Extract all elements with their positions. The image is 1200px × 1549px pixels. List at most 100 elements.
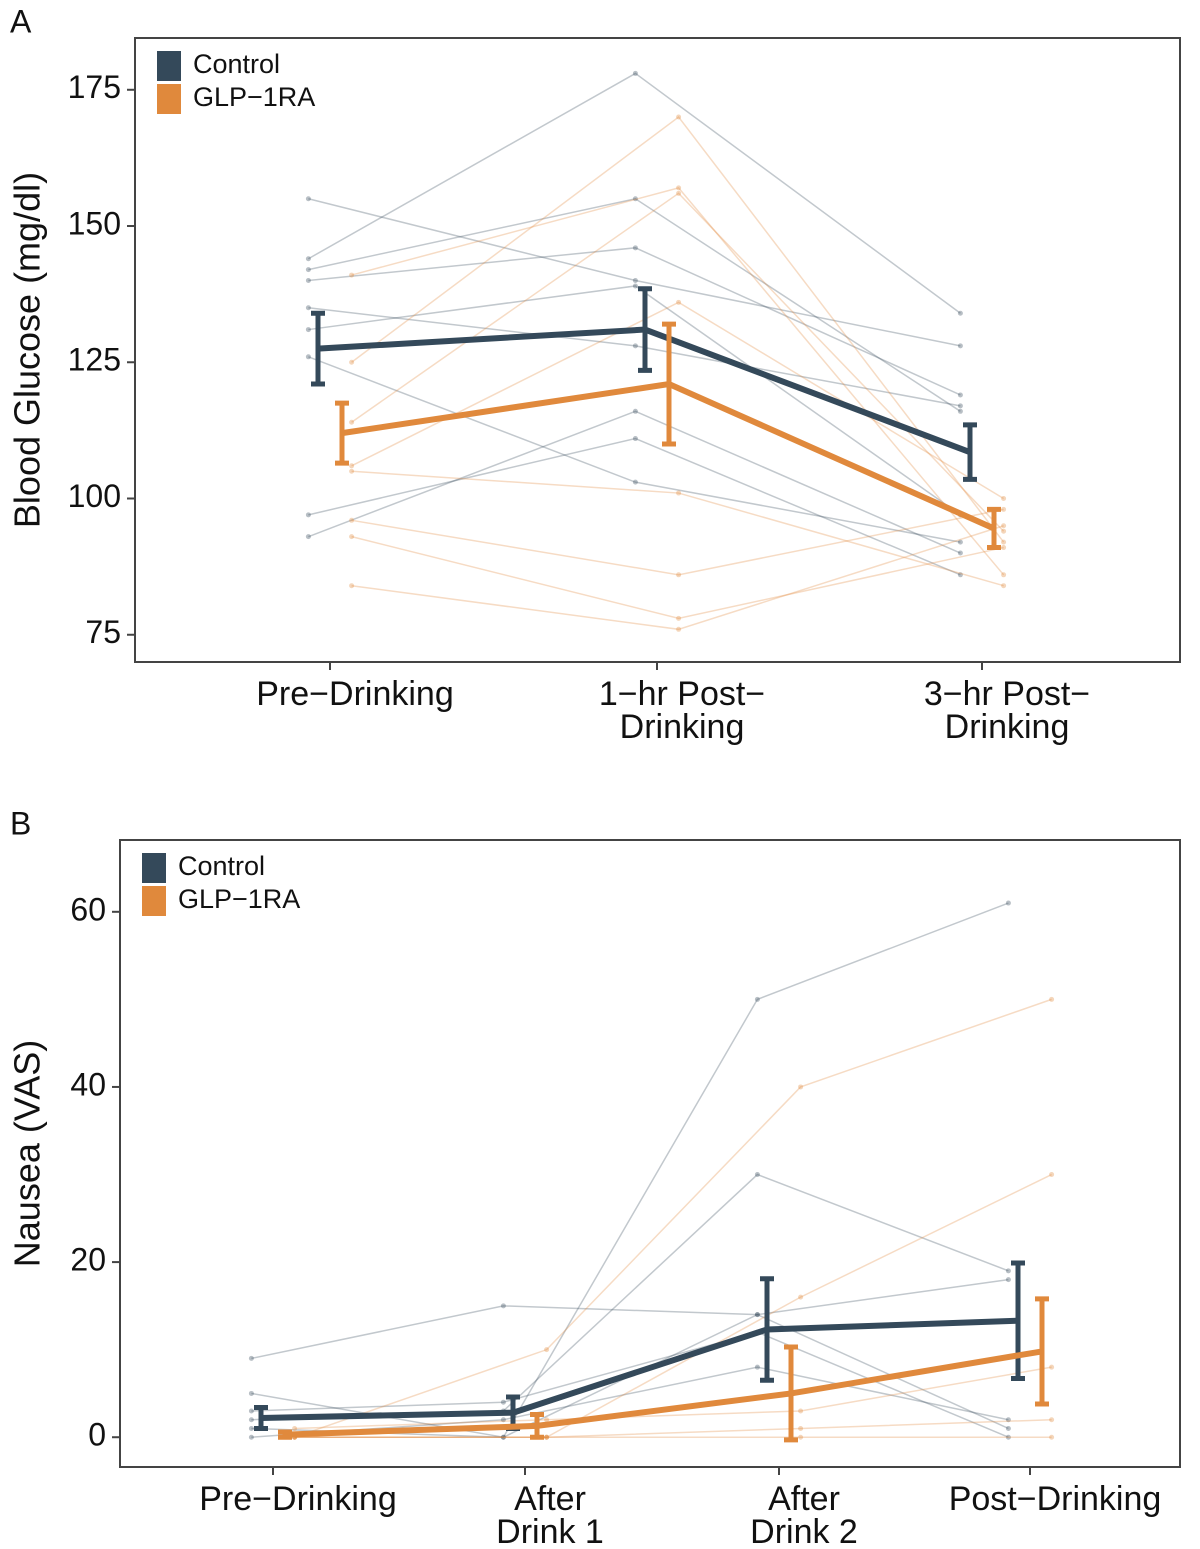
individual-point (544, 1434, 550, 1440)
error-bar (530, 1411, 544, 1440)
individual-point (632, 479, 638, 485)
individual-line (308, 197, 961, 412)
individual-point (957, 539, 963, 545)
individual-point (1049, 1434, 1055, 1440)
individual-point (500, 1434, 506, 1440)
y-axis-title: Blood Glucose (mg/dl) (7, 172, 48, 528)
individual-point (754, 1312, 760, 1318)
legend-swatch (142, 886, 166, 916)
error-bar (760, 1276, 774, 1383)
legend-swatch (157, 51, 181, 81)
individual-point (632, 278, 638, 284)
individual-point (798, 1294, 804, 1300)
individual-point (248, 1434, 254, 1440)
individual-point (1001, 528, 1007, 534)
individual-line (351, 115, 1005, 543)
individual-line (294, 1173, 1052, 1438)
individual-line (351, 470, 1004, 587)
y-tick-label: 75 (85, 614, 121, 650)
individual-point (349, 419, 355, 425)
individual-line (251, 902, 1009, 1439)
individual-line (294, 1418, 1052, 1438)
legend-label: GLP−1RA (193, 82, 315, 112)
individual-point (544, 1434, 550, 1440)
individual-point (957, 408, 963, 414)
error-bar (784, 1344, 798, 1443)
individual-point (676, 626, 682, 632)
individual-point (957, 310, 963, 316)
individual-point (349, 463, 355, 469)
legend-label: Control (178, 851, 265, 881)
individual-point (305, 354, 311, 360)
individual-point (754, 1312, 760, 1318)
error-bar (963, 422, 977, 482)
individual-point (1005, 1434, 1011, 1440)
y-tick-label: 100 (68, 478, 121, 514)
individual-line (351, 535, 1004, 620)
x-tick-label: After (514, 1480, 586, 1518)
individual-point (1005, 1417, 1011, 1423)
individual-point (544, 1417, 550, 1423)
individual-point (349, 517, 355, 523)
individual-point (248, 1390, 254, 1396)
individual-point (632, 408, 638, 414)
individual-point (305, 327, 311, 333)
error-bar (662, 321, 676, 447)
individual-point (1005, 1268, 1011, 1274)
error-bar (1035, 1296, 1049, 1407)
individual-point (676, 299, 682, 305)
individual-line (308, 307, 961, 407)
individual-point (798, 1084, 804, 1090)
individual-point (632, 343, 638, 349)
individual-point (500, 1399, 506, 1405)
individual-point (1001, 539, 1007, 545)
individual-line (308, 72, 961, 314)
x-tick-label: Drink 1 (496, 1513, 604, 1549)
x-tick-label: 3−hr Post− (924, 675, 1090, 713)
error-bar (987, 506, 1001, 551)
y-tick-label: 20 (70, 1242, 106, 1278)
individual-point (305, 278, 311, 284)
individual-line (251, 1305, 1009, 1430)
individual-point (798, 1425, 804, 1431)
individual-point (1001, 583, 1007, 589)
error-bar (311, 310, 325, 387)
individual-line (251, 1331, 1009, 1438)
individual-point (957, 392, 963, 398)
individual-line (351, 525, 1004, 631)
individual-point (248, 1355, 254, 1361)
x-tick-label: Drink 2 (750, 1513, 858, 1549)
y-tick-label: 0 (88, 1417, 106, 1453)
individual-point (632, 245, 638, 251)
individual-point (1049, 1364, 1055, 1370)
individual-line (308, 247, 961, 396)
individual-point (632, 70, 638, 76)
individual-line (351, 301, 1004, 500)
x-tick-label: Post−Drinking (949, 1480, 1162, 1518)
individual-point (957, 572, 963, 578)
individual-point (305, 256, 311, 262)
x-tick-label: Drinking (945, 708, 1070, 746)
panel-label: A (10, 3, 32, 39)
individual-point (349, 468, 355, 474)
individual-point (1001, 506, 1007, 512)
individual-point (1049, 1417, 1055, 1423)
error-bar (1011, 1260, 1025, 1382)
individual-line (308, 410, 961, 554)
individual-point (349, 583, 355, 589)
error-bar (278, 1429, 292, 1440)
individual-line (308, 437, 961, 576)
individual-point (1001, 496, 1007, 502)
individual-line (351, 192, 1005, 532)
y-tick-label: 40 (70, 1066, 106, 1102)
x-tick-label: 1−hr Post− (599, 675, 765, 713)
individual-point (248, 1417, 254, 1423)
individual-point (1049, 996, 1055, 1002)
individual-point (1005, 900, 1011, 906)
x-tick-label: After (768, 1480, 840, 1518)
error-bar (335, 400, 349, 466)
individual-point (676, 190, 682, 196)
x-tick-label: Pre−Drinking (256, 675, 453, 713)
plot-frame (119, 839, 1181, 1468)
